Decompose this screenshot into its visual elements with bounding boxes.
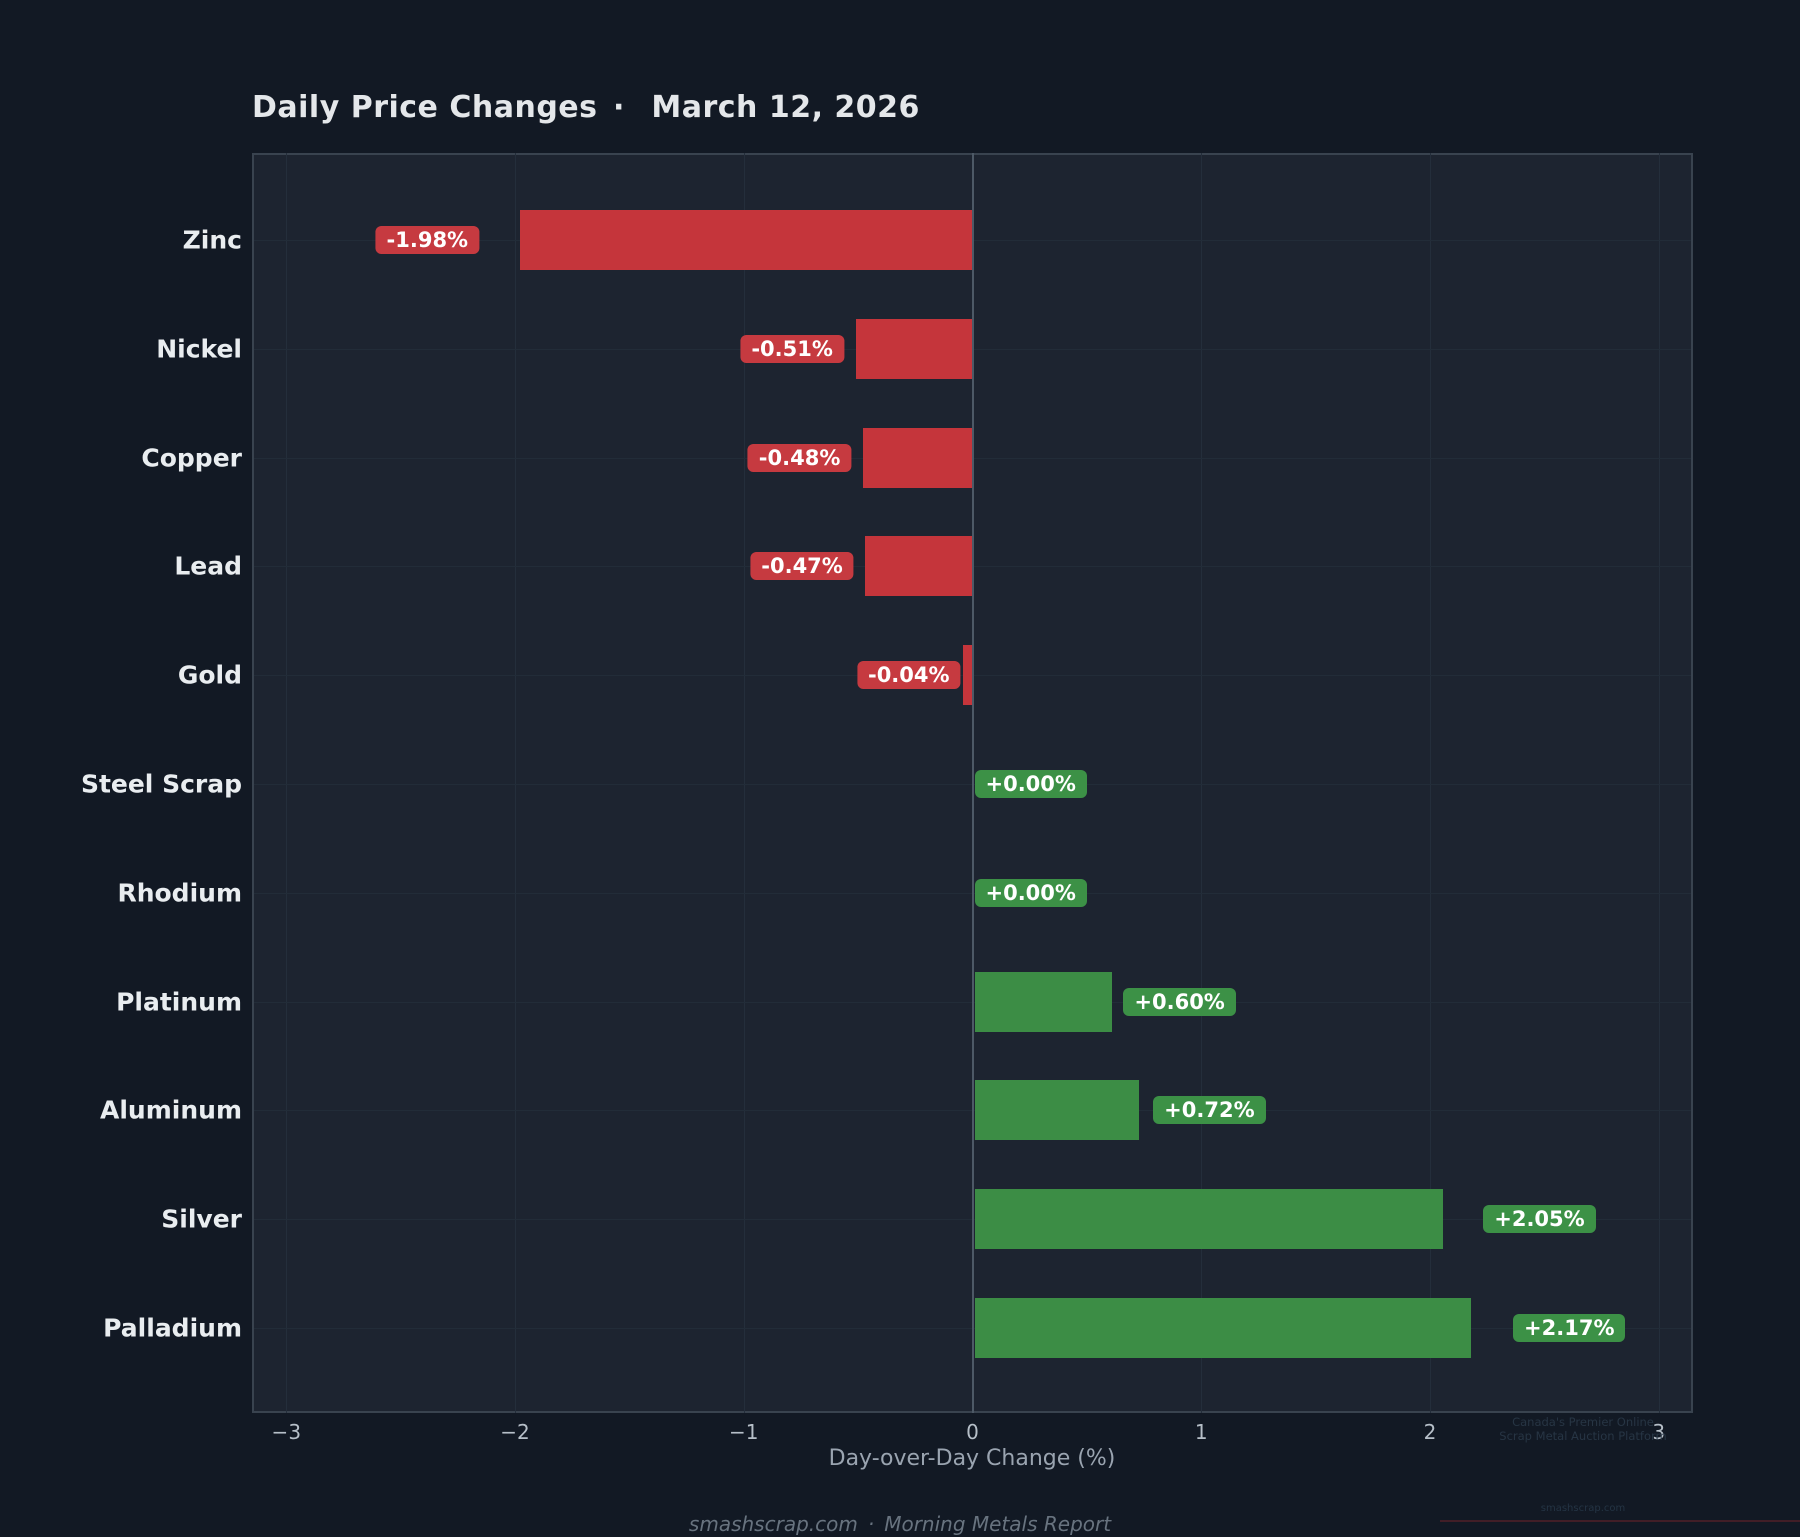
value-label-aluminum: +0.72% [1153, 1096, 1266, 1125]
category-label-copper: Copper [141, 443, 242, 473]
category-label-nickel: Nickel [156, 334, 242, 364]
zero-axis-line [972, 153, 974, 1413]
value-label-lead: -0.47% [750, 552, 854, 581]
value-label-silver: +2.05% [1483, 1205, 1596, 1234]
x-tick-label-0: 0 [966, 1420, 979, 1444]
value-label-copper: -0.48% [747, 443, 852, 472]
watermark-line-2: Scrap Metal Auction Platform [1499, 1429, 1667, 1443]
footer-credit: smashscrap.com · Morning Metals Report [688, 1512, 1112, 1536]
gridline-x-1 [1201, 153, 1203, 1413]
x-tick-label-3: 3 [1652, 1420, 1666, 1444]
category-label-aluminum: Aluminum [100, 1095, 242, 1125]
watermark-tagline: Canada's Premier Online Scrap Metal Auct… [1499, 1415, 1666, 1443]
chart-title: Daily Price Changes · March 12, 2026 [252, 90, 920, 125]
value-label-platinum: +0.60% [1123, 987, 1236, 1016]
bar-lead [864, 536, 973, 597]
bar-platinum [974, 971, 1112, 1032]
watermark-rule [1440, 1520, 1800, 1522]
category-label-silver: Silver [161, 1204, 242, 1234]
bar-aluminum [974, 1080, 1140, 1141]
category-label-steel-scrap: Steel Scrap [80, 769, 242, 799]
watermark-domain: smashscrap.com [1540, 1503, 1626, 1514]
category-label-palladium: Palladium [103, 1313, 242, 1343]
bar-nickel [855, 318, 973, 379]
gridline-x-3 [1658, 153, 1660, 1413]
gridline-x--3 [286, 153, 288, 1413]
bar-silver [974, 1189, 1444, 1250]
x-tick-label--2: −2 [500, 1420, 530, 1444]
gridline-x-2 [1429, 153, 1431, 1413]
category-label-rhodium: Rhodium [117, 878, 242, 908]
category-label-lead: Lead [174, 551, 242, 581]
bar-zinc [519, 210, 973, 270]
value-label-nickel: -0.51% [740, 334, 844, 363]
gridline-x--2 [515, 153, 517, 1413]
watermark-line-1: Canada's Premier Online [1512, 1415, 1654, 1429]
x-tick-label-2: 2 [1423, 1420, 1437, 1444]
value-label-palladium: +2.17% [1513, 1314, 1626, 1342]
value-label-zinc: -1.98% [375, 226, 480, 254]
category-label-zinc: Zinc [182, 225, 242, 255]
value-label-rhodium: +0.00% [974, 878, 1087, 907]
category-label-platinum: Platinum [116, 987, 242, 1017]
category-label-gold: Gold [177, 660, 242, 690]
value-label-gold: -0.04% [856, 661, 961, 690]
bar-gold [963, 645, 973, 706]
gridline-x--1 [743, 153, 745, 1413]
x-tick-label--1: −1 [729, 1420, 759, 1444]
x-tick-label--3: −3 [271, 1420, 302, 1444]
x-axis-label: Day-over-Day Change (%) [828, 1446, 1116, 1471]
x-tick-label-1: 1 [1194, 1420, 1208, 1444]
value-label-steel-scrap: +0.00% [974, 770, 1087, 798]
bar-palladium [974, 1298, 1471, 1358]
bar-copper [862, 427, 973, 488]
